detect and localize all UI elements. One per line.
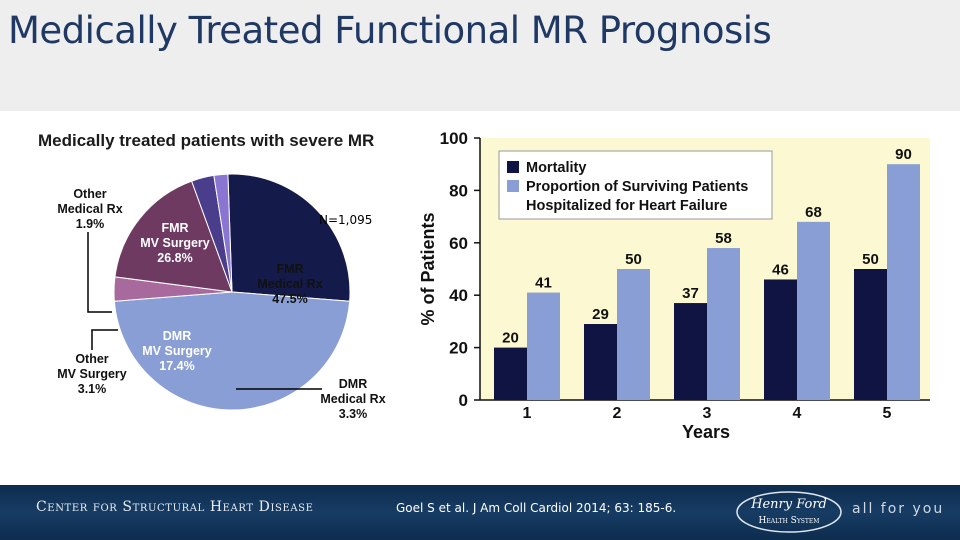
pie-label-dmr-medical-2: 3.3% xyxy=(339,407,368,420)
leader-other-surgery xyxy=(91,329,118,350)
y-tick-label: 0 xyxy=(459,391,468,410)
y-tick-label: 60 xyxy=(449,234,468,253)
x-tick-label: 3 xyxy=(703,405,712,422)
bar-value-label: 46 xyxy=(772,261,789,278)
x-tick-label: 5 xyxy=(883,405,892,422)
bar-value-label: 37 xyxy=(682,285,699,302)
y-tick-label: 20 xyxy=(449,339,468,358)
bar-hospitalized-2 xyxy=(617,269,650,400)
pie-label-dmr-mv-surgery-1: MV Surgery xyxy=(142,344,212,358)
bar-value-label: 50 xyxy=(862,251,879,268)
slide-title: Medically Treated Functional MR Prognosi… xyxy=(8,9,772,52)
legend-label-0: Mortality xyxy=(526,160,586,176)
x-axis-label: Years xyxy=(682,422,730,442)
legend-label-continuation: Hospitalized for Heart Failure xyxy=(526,198,727,214)
citation: Goel S et al. J Am Coll Cardiol 2014; 63… xyxy=(396,501,677,515)
bar-value-label: 90 xyxy=(895,146,912,163)
bar-chart: 0 20 40 60 80 100 1 2 3 4 5 20 41 29 50 37 58 46 68 50 90 M… xyxy=(418,129,930,442)
tagline: all for you xyxy=(852,501,945,517)
bar-value-label: 20 xyxy=(502,330,519,347)
bar-value-label: 50 xyxy=(625,251,642,268)
pie-label-dmr-medical-1: Medical Rx xyxy=(320,392,385,406)
x-tick-label: 1 xyxy=(523,405,532,422)
bar-hospitalized-3 xyxy=(707,248,740,400)
pie-label-dmr-mv-surgery-0: DMR xyxy=(163,329,191,343)
pie-label-other-medical-2: 1.9% xyxy=(76,217,105,231)
bar-hospitalized-5 xyxy=(887,164,920,400)
pie-label-fmr-mv-surgery-2: 26.8% xyxy=(157,251,192,265)
n-label: N=1,095 xyxy=(319,213,372,227)
bar-value-label: 58 xyxy=(715,230,732,247)
legend-swatch-1 xyxy=(507,180,519,192)
pie-slice-other-medical xyxy=(213,173,233,293)
pie-label-fmr-mv-surgery-1: MV Surgery xyxy=(140,236,210,250)
pie-chart: Medically treated patients with severe M… xyxy=(38,131,386,420)
bar-value-label: 68 xyxy=(805,204,822,221)
pie-slice-fmr-mv-surgery xyxy=(227,173,351,302)
legend-box xyxy=(498,150,773,220)
bar-mortality-4 xyxy=(764,279,797,400)
bar-hospitalized-1 xyxy=(527,292,560,400)
henry-ford-logo: Henry Ford Health System xyxy=(736,491,842,533)
pie-label-other-medical-0: Other xyxy=(73,187,106,201)
y-tick-label: 40 xyxy=(449,286,468,305)
bar-mortality-3 xyxy=(674,303,707,400)
pie-label-other-mv-surgery-0: Other xyxy=(75,352,108,366)
footer: Center for Structural Heart Disease Goel… xyxy=(0,485,960,540)
pie-label-fmr-medical-0: FMR xyxy=(276,262,303,276)
pie-slice-dmr-mv-surgery xyxy=(114,180,233,293)
svg-text:Health System: Health System xyxy=(759,516,820,526)
center-name: Center for Structural Heart Disease xyxy=(36,499,314,515)
y-axis-label: % of Patients xyxy=(418,212,438,325)
x-tick-label: 2 xyxy=(613,405,622,422)
pie-label-other-mv-surgery-2: 3.1% xyxy=(78,382,107,396)
leader-other-medical xyxy=(87,232,112,313)
pie-label-fmr-medical-1: Medical Rx xyxy=(257,277,322,291)
bar-mortality-1 xyxy=(494,347,527,400)
bar-value-label: 29 xyxy=(592,306,609,323)
pie-label-dmr-mv-surgery-2: 17.4% xyxy=(159,359,194,373)
pie-label-fmr-mv-surgery-0: FMR xyxy=(161,221,188,235)
y-tick-label: 80 xyxy=(449,181,468,200)
pie-label-fmr-medical-2: 47.5% xyxy=(272,292,307,306)
x-tick-label: 4 xyxy=(793,405,802,422)
pie-label-other-medical-1: Medical Rx xyxy=(57,202,122,216)
pie-chart-title: Medically treated patients with severe M… xyxy=(38,131,374,150)
pie-label-dmr-medical-0: DMR xyxy=(339,377,367,391)
legend-label-1: Proportion of Surviving Patients xyxy=(526,179,748,195)
pie-label-other-mv-surgery-1: MV Surgery xyxy=(57,367,127,381)
svg-text:Henry Ford: Henry Ford xyxy=(750,497,827,512)
pie-slice-fmr-medical xyxy=(113,291,351,411)
bar-mortality-2 xyxy=(584,324,617,400)
bar-hospitalized-4 xyxy=(797,221,830,400)
bar-value-label: 41 xyxy=(535,275,552,292)
bar-mortality-5 xyxy=(854,269,887,400)
title-bar: Medically Treated Functional MR Prognosi… xyxy=(0,0,960,111)
y-tick-label: 100 xyxy=(440,129,468,148)
legend-swatch-0 xyxy=(507,161,519,173)
